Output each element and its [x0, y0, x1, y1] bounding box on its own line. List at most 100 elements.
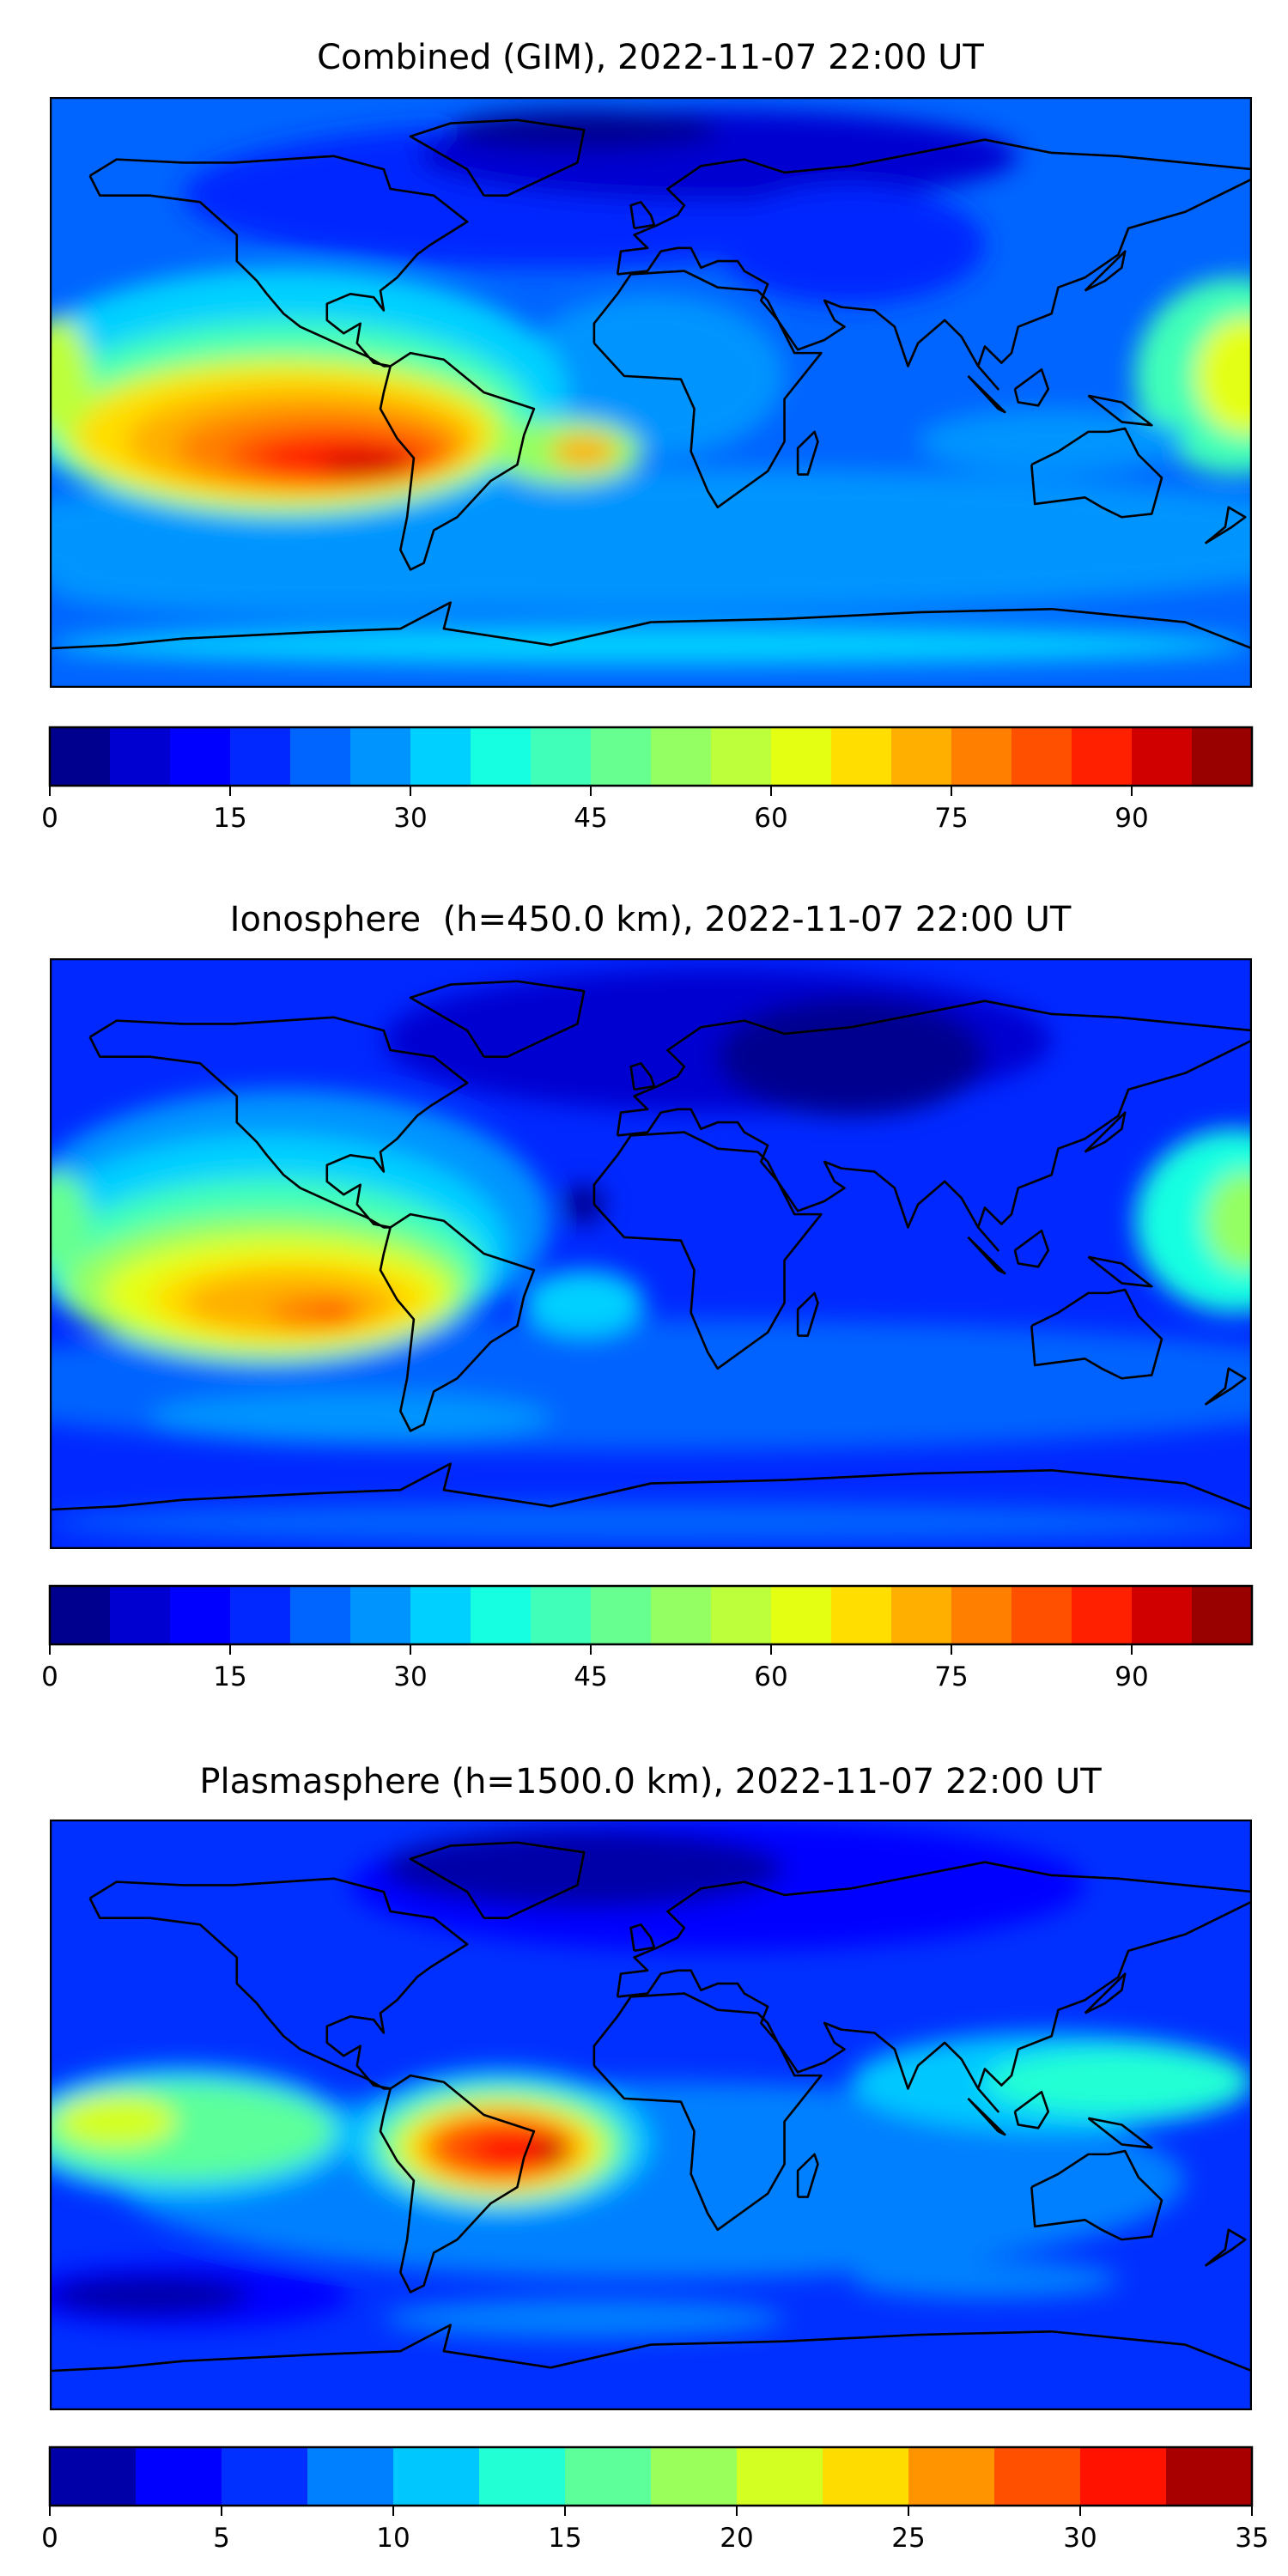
tec-field — [50, 1820, 1252, 2410]
field-contour — [50, 1171, 90, 1271]
coastline-britain — [629, 1923, 656, 1953]
colorbar-level — [711, 727, 772, 786]
chart-title: Ionosphere (h=450.0 km), 2022-11-07 22:0… — [229, 900, 1072, 939]
tec-map-plasmasphere — [50, 1820, 1252, 2410]
coastline-newguinea — [1087, 1255, 1153, 1288]
coastline-eurasia — [616, 138, 1252, 391]
coastline-newguinea — [1087, 2117, 1153, 2149]
colorbar-tick-label: 60 — [754, 803, 787, 834]
colorbar-level — [591, 1586, 652, 1644]
field-contour — [717, 185, 985, 304]
coastline-africa — [592, 270, 823, 509]
colorbar-tick-label: 5 — [213, 2523, 230, 2554]
colorbar-tick-label: 0 — [41, 803, 58, 834]
field-contour — [383, 1829, 785, 1909]
colorbar-tick-label: 35 — [1235, 2523, 1268, 2554]
tec-field — [50, 958, 1252, 1549]
coastline-eurasia — [616, 999, 1252, 1252]
colorbar-tick-label: 30 — [1063, 2523, 1097, 2554]
coastline-madagascar — [796, 2153, 819, 2198]
coastline-newguinea — [1087, 394, 1153, 427]
coastline-japan — [1084, 1111, 1127, 1153]
field-contour — [50, 562, 585, 616]
colorbar-level — [393, 2447, 480, 2506]
colorbar-tick-label: 0 — [41, 2523, 58, 2554]
coastline-britain — [629, 201, 656, 230]
tec-field — [50, 97, 1252, 688]
tec-map-ionosphere — [50, 958, 1252, 1549]
colorbar-tick-label: 45 — [574, 1662, 607, 1692]
field-contour — [1134, 1128, 1252, 1313]
map-frame — [50, 958, 1252, 1549]
coastline-greenland — [409, 1841, 586, 1919]
colorbar-level — [110, 1586, 171, 1644]
coastline-newzealand — [1204, 506, 1247, 544]
colorbar-level — [651, 1586, 712, 1644]
coastline-newzealand — [1204, 1367, 1247, 1406]
coastline-australia — [1030, 2149, 1163, 2241]
colorbar-level — [110, 727, 171, 786]
field-contour — [524, 1270, 645, 1336]
coastline-africa — [592, 1131, 823, 1370]
field-contour — [550, 434, 618, 468]
field-contour — [1194, 317, 1252, 435]
colorbar-tick-label: 10 — [376, 2523, 410, 2554]
coastline-africa — [592, 1992, 823, 2232]
coastline-japan — [1084, 250, 1127, 292]
field-contour — [383, 2299, 785, 2338]
coastline-samerica — [379, 351, 536, 571]
colorbar-level — [50, 2447, 137, 2506]
colorbar-level — [350, 727, 411, 786]
coastline-borneo — [1013, 2090, 1050, 2129]
colorbar-level — [737, 2447, 823, 2506]
colorbar-level — [651, 727, 712, 786]
colorbar-level — [951, 727, 1012, 786]
colorbar-level — [651, 2447, 738, 2506]
coastline-australia — [1030, 427, 1163, 519]
map-frame — [50, 97, 1252, 688]
colorbar-level — [831, 1586, 892, 1644]
field-contour — [471, 2131, 564, 2171]
coastline-namerica — [88, 1016, 469, 1229]
field-contour — [918, 409, 1186, 475]
coastline-sumatra — [967, 2097, 1006, 2136]
colorbar-tick-label: 15 — [213, 1662, 246, 1692]
colorbar-level — [891, 1586, 952, 1644]
field-contour — [984, 2049, 1252, 2115]
field-contour — [537, 2141, 564, 2161]
colorbar-level — [951, 1586, 1012, 1644]
colorbar-level — [290, 1586, 351, 1644]
chart-title: Combined (GIM), 2022-11-07 22:00 UT — [317, 38, 984, 77]
colorbar-level — [891, 727, 952, 786]
field-contour — [563, 1184, 605, 1224]
field-contour — [50, 625, 1252, 665]
colorbar-level — [591, 727, 652, 786]
map-frame — [50, 1820, 1252, 2410]
colorbar-frame — [48, 1584, 1254, 1646]
coastline-newzealand — [1204, 2228, 1247, 2267]
colorbar-tick-label: 30 — [393, 1662, 427, 1692]
field-contour — [50, 317, 90, 435]
colorbar-level — [170, 727, 231, 786]
coastline-japan — [1084, 1972, 1127, 2014]
colorbar-level — [771, 727, 832, 786]
coastline-australia — [1030, 1288, 1163, 1380]
colorbar-level — [1132, 1586, 1193, 1644]
colorbar-combined: 0 15 30 45 60 75 90 — [41, 726, 1254, 834]
field-contour — [50, 1503, 1252, 1543]
colorbar-level — [1166, 2447, 1253, 2506]
coastline-samerica — [379, 2074, 536, 2293]
coastline-greenland — [409, 980, 586, 1058]
field-contour — [851, 2259, 1119, 2300]
field-contour — [56, 2095, 177, 2148]
colorbar-level — [711, 1586, 772, 1644]
coastline-namerica — [88, 155, 469, 368]
coastline-greenland — [409, 118, 586, 197]
colorbar-level — [994, 2447, 1081, 2506]
field-contour — [517, 294, 785, 459]
coastline-antarctica — [50, 601, 1252, 650]
colorbar-tick-label: 20 — [720, 2523, 753, 2554]
colorbar-level — [1012, 1586, 1072, 1644]
coastline-borneo — [1013, 1229, 1050, 1268]
coastline-madagascar — [796, 430, 819, 476]
